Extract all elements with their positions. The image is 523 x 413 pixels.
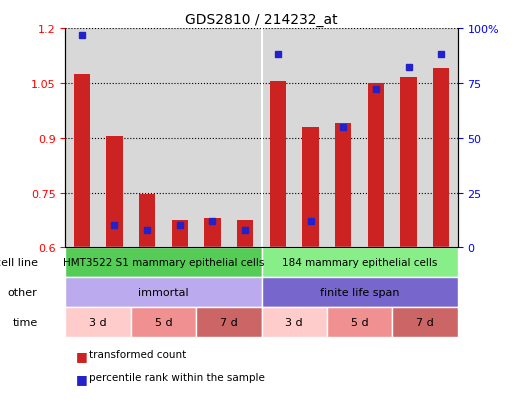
Bar <box>294 29 327 248</box>
Text: percentile rank within the sample: percentile rank within the sample <box>89 372 265 382</box>
Text: 5 d: 5 d <box>351 317 368 327</box>
Bar <box>98 29 131 248</box>
Bar <box>74 74 90 248</box>
Text: cell line: cell line <box>0 258 38 268</box>
Bar <box>425 29 458 248</box>
Text: time: time <box>13 317 38 327</box>
Text: HMT3522 S1 mammary epithelial cells: HMT3522 S1 mammary epithelial cells <box>63 258 264 268</box>
Bar <box>335 124 351 248</box>
Bar <box>65 29 98 248</box>
Text: transformed count: transformed count <box>89 349 186 359</box>
Bar <box>392 307 458 337</box>
Bar <box>65 278 262 307</box>
Bar <box>262 278 458 307</box>
Text: other: other <box>8 287 38 297</box>
Bar <box>433 69 449 248</box>
Text: ■: ■ <box>76 372 87 385</box>
Bar <box>131 307 196 337</box>
Bar <box>196 29 229 248</box>
Bar <box>262 307 327 337</box>
Text: 184 mammary epithelial cells: 184 mammary epithelial cells <box>282 258 437 268</box>
Bar <box>368 83 384 248</box>
Bar <box>237 221 253 248</box>
Bar <box>139 195 155 248</box>
Bar <box>401 78 417 248</box>
Bar <box>131 29 163 248</box>
Bar <box>262 29 294 248</box>
Bar <box>106 137 122 248</box>
Text: ■: ■ <box>76 349 87 362</box>
Text: 3 d: 3 d <box>89 317 107 327</box>
Bar <box>229 29 262 248</box>
Bar <box>270 82 286 248</box>
Bar <box>65 307 131 337</box>
Bar <box>302 127 319 248</box>
Bar <box>65 248 262 278</box>
Bar <box>360 29 392 248</box>
Text: 3 d: 3 d <box>286 317 303 327</box>
Title: GDS2810 / 214232_at: GDS2810 / 214232_at <box>185 12 338 26</box>
Bar <box>327 307 392 337</box>
Text: 7 d: 7 d <box>416 317 434 327</box>
Text: finite life span: finite life span <box>320 287 400 297</box>
Bar <box>392 29 425 248</box>
Text: 7 d: 7 d <box>220 317 237 327</box>
Bar <box>262 248 458 278</box>
Text: 5 d: 5 d <box>155 317 172 327</box>
Bar <box>196 307 262 337</box>
Bar <box>204 218 221 248</box>
Bar <box>327 29 360 248</box>
Text: immortal: immortal <box>138 287 189 297</box>
Bar <box>172 221 188 248</box>
Bar <box>163 29 196 248</box>
